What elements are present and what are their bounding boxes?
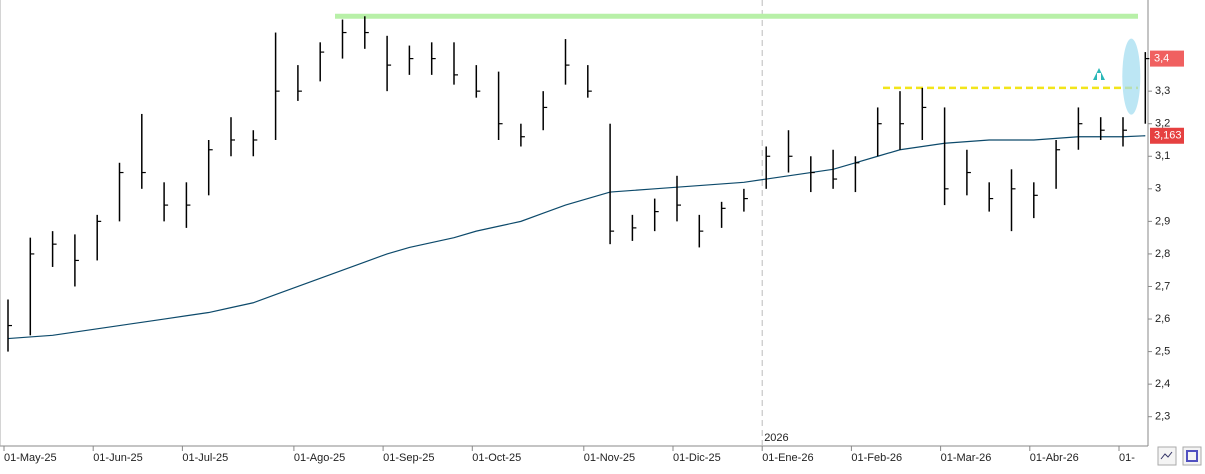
year-label: 2026	[764, 432, 788, 444]
x-tick-label: 01-Jun-25	[93, 452, 143, 464]
scroll-icon	[1160, 451, 1173, 460]
y-tick-label: 2,9	[1155, 215, 1170, 227]
y-tick-label: 2,4	[1155, 378, 1170, 390]
x-tick-label: 01-Abr-26	[1030, 452, 1079, 464]
x-tick-label: 01-Feb-26	[851, 452, 902, 464]
y-tick-label: 3	[1155, 183, 1161, 195]
x-tick-label: 01-Oct-25	[472, 452, 521, 464]
price-tag-label: 3,163	[1154, 130, 1182, 142]
y-tick-label: 3,1	[1155, 150, 1170, 162]
x-tick-label: 01-	[1119, 452, 1135, 464]
y-tick-label: 2,5	[1155, 345, 1170, 357]
save-button[interactable]	[1182, 446, 1202, 466]
y-tick-label: 3,3	[1155, 85, 1170, 97]
up-arrow	[1093, 68, 1105, 80]
y-tick-label: 2,6	[1155, 313, 1170, 325]
price-tag	[1150, 50, 1184, 67]
x-tick-label: 01-Dic-25	[673, 452, 721, 464]
price-tag	[1150, 127, 1184, 144]
x-tick-label: 01-Ago-25	[294, 452, 345, 464]
y-tick-label: 2,8	[1155, 248, 1170, 260]
save-icon	[1186, 450, 1198, 462]
x-tick-label: 01-May-25	[4, 452, 57, 464]
x-tick-label: 01-Nov-25	[584, 452, 635, 464]
price-tag-label: 3,4	[1154, 53, 1169, 65]
x-tick-label: 01-Mar-26	[941, 452, 992, 464]
x-tick-label: 01-Jul-25	[182, 452, 228, 464]
x-tick-label: 01-Sep-25	[383, 452, 434, 464]
x-tick-label: 01-Ene-26	[762, 452, 813, 464]
y-tick-label: 2,7	[1155, 280, 1170, 292]
y-tick-label: 2,3	[1155, 411, 1170, 423]
y-tick-label: 3,2	[1155, 118, 1170, 130]
highlight	[1122, 38, 1141, 115]
moving-average	[7, 135, 1146, 340]
